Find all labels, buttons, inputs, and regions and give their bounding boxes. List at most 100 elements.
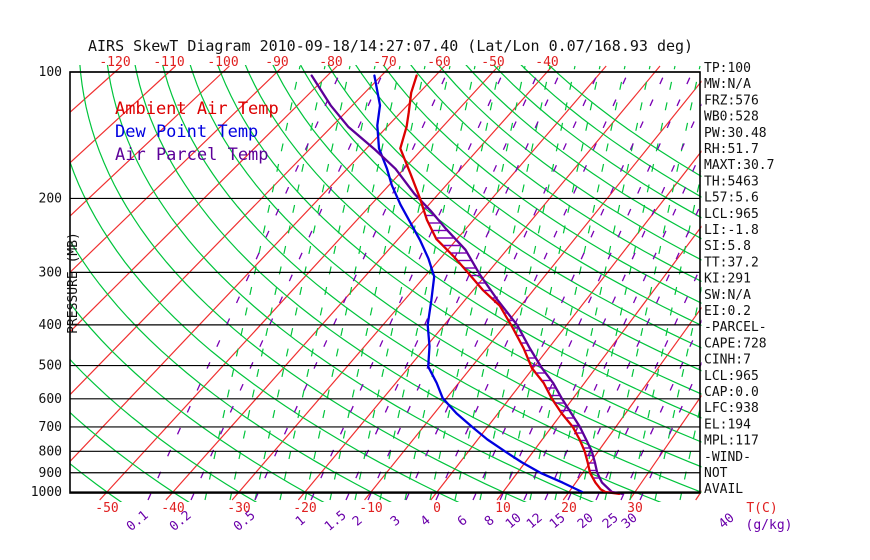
isotherm-line — [70, 65, 230, 217]
top-temp-tick-label: -70 — [373, 55, 396, 70]
top-temp-tick-label: -50 — [481, 55, 504, 70]
stats-line: LI:-1.8 — [704, 223, 759, 238]
dry-adiabat-line — [492, 65, 702, 219]
isotherm-line — [70, 65, 284, 273]
top-temp-tick-label: -80 — [319, 55, 342, 70]
dew-point-curve — [373, 74, 584, 494]
dry-adiabat-line — [299, 65, 702, 372]
pressure-tick-label: 700 — [39, 420, 62, 435]
stats-line: TP:100 — [704, 61, 751, 76]
mixing-ratio-tick-label: 1.5 — [322, 508, 350, 535]
dry-adiabat-line — [134, 65, 662, 502]
isotherm-line — [70, 65, 176, 164]
pressure-tick-label: 100 — [39, 65, 62, 80]
parcel-temp-curve — [310, 74, 624, 495]
stats-line: KI:291 — [704, 272, 751, 287]
dry-adiabat-line — [79, 65, 527, 502]
top-temp-tick-label: -40 — [535, 55, 558, 70]
stats-line: LCL:965 — [704, 369, 759, 384]
dry-adiabat-line — [70, 412, 190, 502]
isotherm-line — [231, 65, 607, 501]
dry-adiabat-line — [272, 65, 702, 395]
top-temp-tick-label: -100 — [207, 55, 238, 70]
stats-line: MW:N/A — [704, 77, 751, 92]
mixing-ratio-line — [435, 65, 632, 501]
dry-adiabat-line — [189, 65, 702, 468]
isotherm-line — [628, 394, 702, 501]
pressure-tick-label: 1000 — [31, 485, 62, 500]
isotherm-line — [496, 225, 702, 501]
stats-line: SI:5.8 — [704, 239, 751, 254]
cape-hatching — [424, 207, 600, 479]
pressure-tick-labels: 100 200 300 400 500 600 700 800 900 1000 — [31, 65, 62, 500]
mixing-ratio-line — [499, 65, 696, 501]
stats-line: WB0:528 — [704, 110, 759, 125]
stats-line: TH:5463 — [704, 174, 759, 189]
isotherm-line — [430, 150, 702, 501]
mixing-ratio-line — [523, 103, 702, 501]
stats-line: -WIND- — [704, 450, 751, 465]
pressure-tick-label: 400 — [39, 318, 62, 333]
mixing-ratio-tick-label: 6 — [455, 513, 471, 530]
top-temp-tick-label: -60 — [427, 55, 450, 70]
stats-line: SW:N/A — [704, 288, 751, 303]
stats-line: CAP:0.0 — [704, 385, 759, 400]
page-title: AIRS SkewT Diagram 2010-09-18/14:27:07.4… — [88, 37, 693, 55]
dry-adiabat-line — [0, 63, 59, 506]
dry-adiabat-line — [355, 65, 702, 327]
moist-adiabat-line — [379, 65, 476, 501]
dry-adiabat-line — [520, 65, 702, 198]
stats-line: RH:51.7 — [704, 142, 759, 157]
moist-adiabat-line — [254, 65, 351, 501]
dry-adiabat-line — [70, 463, 123, 502]
bottom-temp-tick-labels: -50 -40 -30 -20 -10 0 10 20 30 — [95, 501, 643, 516]
isotherm-line — [70, 65, 338, 333]
moist-adiabat-line — [554, 65, 651, 501]
ambient-temp-curve — [399, 74, 621, 495]
mixing-ratio-tick-label: 0.1 — [124, 508, 152, 535]
bottom-temp-tick-label: -40 — [161, 501, 184, 516]
dry-adiabat-line — [70, 359, 258, 502]
bottom-temp-tick-label: -10 — [359, 501, 382, 516]
dry-adiabat-line — [410, 65, 702, 283]
stats-line: CAPE:728 — [704, 336, 767, 351]
dry-adiabat-line — [106, 65, 595, 502]
stats-line: MAXT:30.7 — [704, 158, 774, 173]
bottom-temp-tick-label: 10 — [495, 501, 511, 516]
dry-adiabat-line — [327, 65, 702, 349]
dry-adiabat-line — [547, 65, 702, 178]
dry-adiabat-line — [382, 65, 702, 304]
stats-line: LFC:938 — [704, 401, 759, 416]
dry-adiabat-line — [437, 65, 702, 261]
bottom-temp-tick-label: 0 — [433, 501, 441, 516]
pressure-tick-label: 300 — [39, 265, 62, 280]
stats-line: L57:5.6 — [704, 191, 759, 206]
pressure-tick-label: 500 — [39, 359, 62, 374]
dry-adiabat-line — [70, 240, 392, 502]
bottom-temp-tick-label: -30 — [227, 501, 250, 516]
stats-line: LCL:965 — [704, 207, 759, 222]
bottom-temp-tick-label: 20 — [561, 501, 577, 516]
mixing-ratio-line — [367, 65, 564, 501]
mixing-ratio-tick-label: 12 — [524, 511, 546, 533]
isotherm-line — [562, 306, 702, 501]
pressure-tick-label: 800 — [39, 444, 62, 459]
dry-adiabat-line — [162, 65, 702, 493]
mixing-axis-unit-label: (g/kg) — [746, 518, 793, 533]
moist-adiabat-line — [454, 65, 551, 501]
isotherm-line — [364, 80, 702, 501]
stats-line: CINH:7 — [704, 353, 751, 368]
dry-adiabat-line — [244, 65, 702, 419]
bottom-temp-tick-label: 30 — [627, 501, 643, 516]
stats-line: EI:0.2 — [704, 304, 751, 319]
mixing-ratio-tick-label: 4 — [418, 513, 434, 530]
isotherm-line — [99, 65, 499, 501]
top-temp-tick-label: -110 — [153, 55, 184, 70]
dry-adiabat-line — [70, 161, 460, 502]
top-temp-tick-label: -120 — [99, 55, 130, 70]
stats-line: NOT — [704, 466, 728, 481]
isotherm-line — [70, 65, 446, 462]
